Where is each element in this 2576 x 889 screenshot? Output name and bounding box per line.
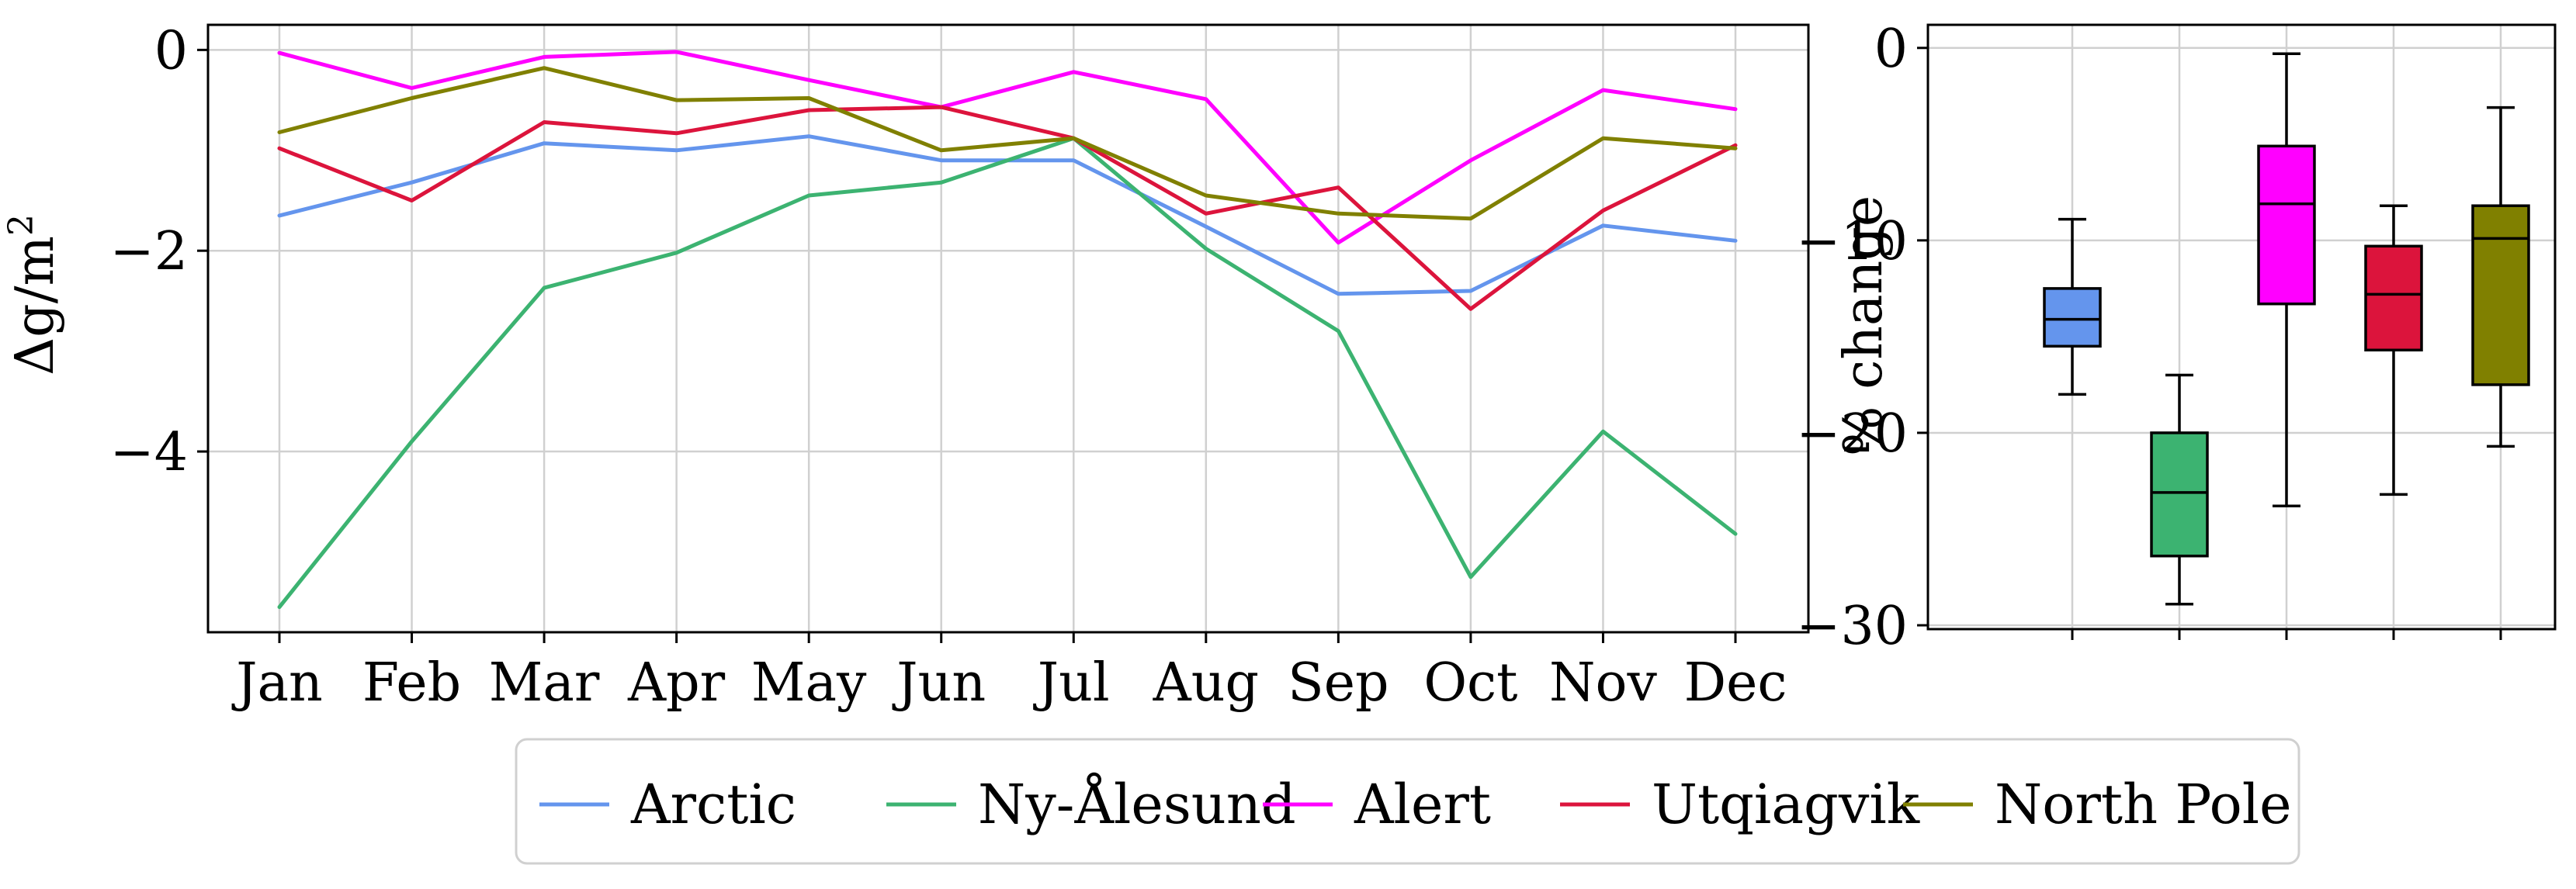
line-chart-y-axis-label-base: Δg/m <box>5 236 66 375</box>
line-chart-axes-frame <box>206 23 1810 634</box>
line-chart-series <box>277 50 1738 610</box>
line-chart-y-tick-label: 0 <box>154 20 188 81</box>
line-chart-ticks: Jan Feb Mar Apr May Jun Jul Aug Sep Oct Nov Dec 0 −2 −… <box>110 20 1787 714</box>
box-iqr <box>2257 144 2316 306</box>
line-chart-x-tick-label: Oct <box>1423 652 1517 714</box>
legend-item-utqiagvik: Utqiagvik <box>1560 773 1920 836</box>
line-chart-x-tick-label: Aug <box>1153 652 1259 714</box>
legend-label: Arctic <box>630 773 796 836</box>
line-chart-x-tick-label: Nov <box>1549 652 1657 714</box>
series-line-ny-lesund <box>277 136 1738 610</box>
line-chart-grid <box>208 25 1808 632</box>
line-chart-x-tick-label: Mar <box>489 652 600 714</box>
line-chart-x-tick-label: Sep <box>1288 652 1389 714</box>
series-line-alert <box>277 50 1738 245</box>
legend-label: Alert <box>1354 773 1491 836</box>
line-chart-y-axis-label-sup: 2 <box>2 214 41 236</box>
legend-item-ny-lesund: Ny-Ålesund <box>886 773 1296 836</box>
line-chart-x-tick-label: Apr <box>627 652 726 714</box>
box-chart-y-tick-label: −30 <box>1796 596 1908 657</box>
box-iqr <box>2364 244 2423 352</box>
series-line-utqiagvik <box>277 105 1738 311</box>
box-arctic <box>2043 217 2102 396</box>
line-chart-y-tick-label: −4 <box>110 422 188 483</box>
box-chart-y-tick-label: 0 <box>1874 19 1908 80</box>
line-chart-x-tick-label: Jul <box>1033 652 1110 714</box>
legend-item-arctic: Arctic <box>539 773 796 836</box>
box-chart-ticks: 0 −10 −20 −30 <box>1796 19 2502 657</box>
box-north-pole <box>2471 106 2530 448</box>
line-chart: Jan Feb Mar Apr May Jun Jul Aug Sep Oct Nov Dec 0 −2 −… <box>2 20 1810 714</box>
box-iqr <box>2043 287 2102 348</box>
legend-item-north-pole: North Pole <box>1903 773 2292 836</box>
line-chart-y-tick-label: −2 <box>110 221 188 282</box>
box-chart-axes-frame <box>1926 23 2557 631</box>
series-line-north-pole <box>277 66 1738 221</box>
line-chart-x-tick-label: Jan <box>231 652 323 714</box>
box-chart-grid <box>1928 25 2555 629</box>
box-chart-y-tick-label: −20 <box>1796 403 1908 465</box>
box-iqr <box>2150 431 2209 558</box>
box-ny-lesund <box>2150 373 2209 606</box>
line-chart-x-tick-label: Jun <box>892 652 986 714</box>
line-chart-y-axis-label: Δg/m2 <box>2 214 66 375</box>
legend-label: North Pole <box>1995 773 2292 836</box>
legend-label: Ny-Ålesund <box>978 773 1296 836</box>
legend-frame <box>515 738 2300 865</box>
box-utqiagvik <box>2364 204 2423 496</box>
box-iqr <box>2471 204 2530 386</box>
box-chart: 0 −10 −20 −30 % change <box>1796 19 2557 657</box>
legend-label: Utqiagvik <box>1652 773 1920 836</box>
line-chart-x-tick-label: Dec <box>1684 652 1787 714</box>
legend: Arctic Ny-Ålesund Alert Utqiagvik North Pole <box>515 738 2300 865</box>
box-chart-y-axis-label: % change <box>1833 195 1895 456</box>
box-chart-boxes <box>2043 52 2530 606</box>
line-chart-x-tick-label: May <box>751 652 867 714</box>
legend-item-alert: Alert <box>1263 773 1491 836</box>
line-chart-x-tick-label: Feb <box>362 652 461 714</box>
box-chart-y-tick-label: −10 <box>1796 211 1908 272</box>
box-alert <box>2257 52 2316 507</box>
legend-items: Arctic Ny-Ålesund Alert Utqiagvik North Pole <box>539 773 2292 836</box>
